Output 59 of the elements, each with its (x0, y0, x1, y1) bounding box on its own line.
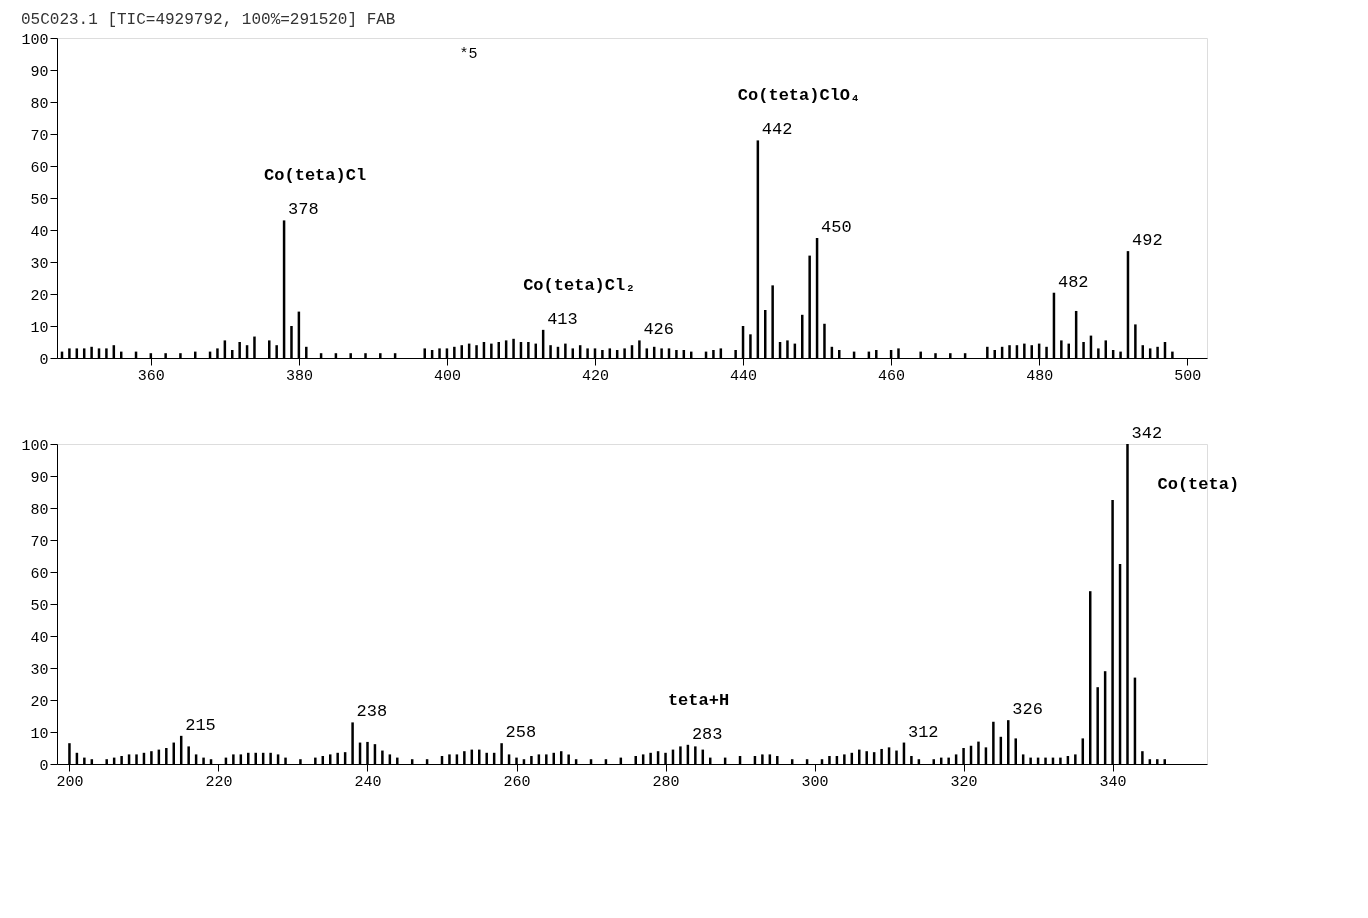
annotation: Co(teta)ClO₄ (737, 86, 861, 106)
x-tick-label: 240 (354, 773, 382, 791)
y-tick-label: 50 (30, 191, 49, 209)
y-tick-label: 40 (30, 629, 49, 647)
annotation: 258 (505, 723, 537, 743)
y-tick-label: 10 (30, 725, 49, 743)
y-tick-label: 60 (30, 159, 49, 177)
annotation: Co(teta) (1157, 475, 1240, 494)
x-tick-label: 320 (950, 773, 978, 791)
y-tick-label: 90 (30, 63, 49, 81)
x-tick-label: 200 (56, 773, 84, 791)
x-tick-label: 480 (1026, 367, 1054, 385)
y-tick-label: 80 (30, 501, 49, 519)
x-tick-label: 300 (801, 773, 829, 791)
annotation: 238 (356, 702, 388, 722)
y-tick-label: 40 (30, 223, 49, 241)
y-tick-label: 70 (30, 127, 49, 145)
annotation: 426 (643, 320, 675, 340)
y-tick-label: 0 (39, 757, 49, 775)
y-tick-label: 20 (30, 287, 49, 305)
x-tick-label: 280 (652, 773, 680, 791)
x-tick-label: 420 (581, 367, 609, 385)
annotation: Co(teta)Cl (264, 166, 367, 186)
annotation: 378 (288, 200, 319, 220)
x-tick-label: 380 (285, 367, 313, 385)
x-tick-label: 460 (878, 367, 906, 385)
annotation: 442 (761, 120, 793, 140)
x-tick-label: 500 (1174, 367, 1202, 385)
annotation: teta+H (667, 690, 730, 710)
y-tick-label: 30 (30, 255, 49, 273)
x-tick-label: 440 (730, 367, 758, 385)
annotation: 326 (1012, 700, 1043, 720)
y-tick-label: 70 (30, 533, 49, 551)
y-tick-label: 30 (30, 661, 49, 679)
annotation: 413 (547, 309, 578, 329)
y-tick-label: 100 (21, 31, 49, 49)
annotation: 492 (1131, 231, 1163, 251)
annotation: *5 (459, 46, 478, 63)
annotation: 482 (1057, 272, 1089, 292)
y-tick-label: 100 (21, 437, 49, 455)
x-tick-label: 260 (503, 773, 531, 791)
annotation: 450 (821, 218, 852, 237)
x-tick-label: 400 (433, 367, 461, 385)
annotation: 283 (691, 724, 723, 744)
x-tick-label: 340 (1099, 773, 1127, 791)
annotation: 312 (907, 722, 939, 742)
annotation: Co(teta)Cl₂ (523, 275, 636, 295)
y-tick-label: 50 (30, 597, 49, 615)
y-tick-label: 80 (30, 95, 49, 113)
annotation: 342 (1131, 424, 1163, 443)
y-tick-label: 10 (30, 319, 49, 337)
x-tick-label: 360 (137, 367, 165, 385)
x-tick-label: 220 (205, 773, 233, 791)
y-tick-label: 0 (39, 351, 49, 369)
chart-title: 05C023.1 [TIC=4929792, 100%=291520] FAB (21, 11, 396, 29)
y-tick-label: 60 (30, 565, 49, 583)
y-tick-label: 90 (30, 469, 49, 487)
annotation: 215 (185, 715, 216, 735)
y-tick-label: 20 (30, 693, 49, 711)
